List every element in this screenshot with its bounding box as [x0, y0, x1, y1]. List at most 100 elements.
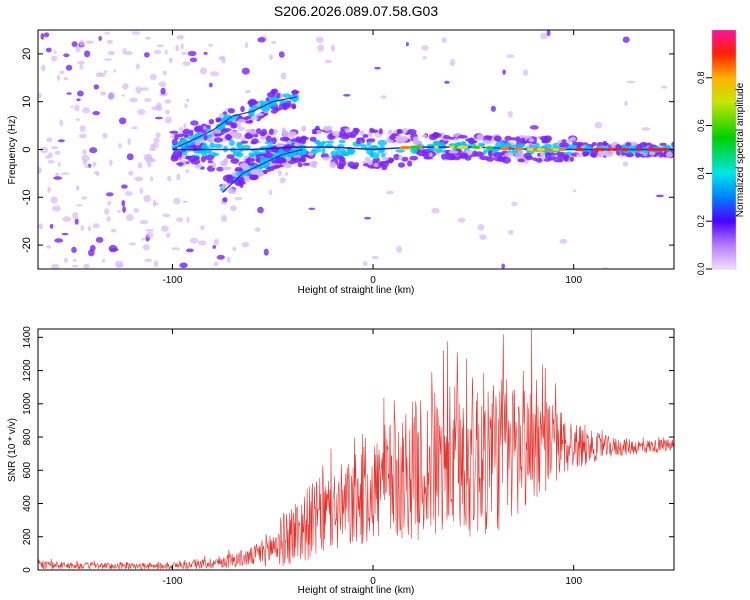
spectrogram-noise-blob — [203, 51, 208, 55]
spectrogram-band-blob — [472, 150, 478, 157]
spectrogram-noise-blob — [216, 166, 225, 172]
snr-background — [38, 329, 674, 570]
spectrogram-noise-blob — [144, 52, 150, 58]
spectrogram-band-blob — [342, 151, 348, 156]
spectrogram-noise-blob — [529, 125, 539, 130]
spectrogram-band-blob — [569, 156, 574, 162]
spectrogram-band-blob — [428, 133, 438, 141]
spectrogram-noise-blob — [285, 172, 289, 176]
spectrogram-band-blob — [615, 144, 621, 149]
spectrogram-noise-blob — [182, 200, 188, 204]
spectrogram-ridge-line — [172, 96, 297, 151]
spectrogram-band-blob — [525, 155, 534, 161]
spectrogram-noise-blob — [166, 232, 171, 238]
spectrogram-noise-blob — [227, 256, 231, 263]
spectrogram-noise-blob — [220, 214, 228, 223]
spectrogram-noise-blob — [65, 64, 73, 71]
spectrogram-noise-blob — [317, 44, 325, 52]
spectrogram-noise-blob — [449, 59, 456, 67]
spectrogram-band-blob — [270, 109, 278, 114]
spectrogram-noise-blob — [168, 57, 173, 61]
spectrogram-noise-blob — [118, 143, 122, 149]
spectrogram-noise-blob — [158, 81, 167, 87]
spectrogram-band-blob — [360, 130, 365, 137]
spectrogram-noise-blob — [121, 94, 126, 97]
spectrogram-band-blob — [349, 134, 356, 139]
spectrogram-noise-blob — [106, 39, 113, 44]
spectrogram-band-blob — [384, 139, 394, 143]
spectrogram-noise-blob — [190, 120, 199, 126]
spectrogram-band-blob — [482, 139, 491, 145]
spectrogram-noise-blob — [98, 36, 102, 41]
spectrogram-band-blob — [426, 143, 436, 149]
spectrogram-noise-blob — [477, 224, 485, 231]
spectrogram-noise-blob — [135, 86, 142, 94]
spectrogram-noise-blob — [45, 47, 52, 53]
spectrogram-band-blob — [169, 130, 179, 134]
spectrogram-band-blob — [469, 140, 478, 144]
spectrogram-noise-blob — [74, 218, 79, 225]
spectrogram-band-blob — [307, 152, 314, 156]
spectrogram-noise-blob — [178, 126, 184, 133]
spectrogram-noise-blob — [50, 55, 58, 62]
spectrogram-noise-blob — [189, 57, 198, 63]
spectrogram-noise-blob — [57, 139, 65, 143]
spectrogram-noise-blob — [124, 191, 133, 196]
spectrogram-band-blob — [460, 152, 469, 158]
spectrogram-noise-blob — [92, 161, 97, 167]
spectrogram-noise-blob — [121, 200, 126, 207]
spectrogram-band-blob — [381, 156, 389, 161]
spectrogram-band-blob — [306, 161, 316, 167]
spectrogram-noise-blob — [85, 40, 94, 44]
spectrogram-band-blob — [422, 152, 429, 158]
spectrogram-noise-blob — [92, 111, 100, 116]
spectrogram-band-blob — [387, 129, 393, 135]
spectrogram-band-blob — [515, 143, 526, 149]
spectrogram-noise-blob — [622, 36, 630, 43]
spectrogram-band-blob — [240, 105, 245, 113]
spectrogram-noise-blob — [142, 244, 150, 251]
spectrogram-noise-blob — [149, 73, 157, 81]
spectrogram-noise-blob — [278, 51, 285, 58]
spectrogram-noise-blob — [59, 119, 64, 127]
spectrogram-band-blob — [220, 160, 228, 167]
snr-ylabel: SNR (10 * v/v) — [7, 418, 18, 482]
spectrogram-band-blob — [659, 142, 667, 147]
spectrogram-noise-blob — [74, 104, 80, 112]
spectrogram-noise-blob — [386, 190, 394, 195]
spectrogram-noise-blob — [184, 103, 188, 108]
spectrogram-noise-blob — [508, 229, 514, 235]
spectrogram-noise-blob — [124, 51, 133, 56]
spectrogram-band-blob — [245, 157, 256, 163]
spectrogram-band-blob — [396, 128, 402, 135]
snr-y-tick-label: 1400 — [22, 326, 33, 349]
spectrogram-band-blob — [273, 164, 281, 169]
spectrogram-noise-blob — [104, 208, 110, 215]
spectrogram-noise-blob — [641, 127, 651, 131]
spectrogram-band-blob — [339, 163, 345, 170]
spectrogram-noise-blob — [594, 121, 603, 129]
spectrogram-noise-blob — [126, 153, 134, 161]
spectrogram-band-blob — [170, 155, 179, 162]
spectrogram-band-blob — [407, 129, 417, 135]
spectrogram-noise-blob — [330, 44, 335, 52]
spectrogram-noise-blob — [121, 184, 128, 189]
spectrogram-noise-blob — [182, 61, 191, 67]
spectrogram-noise-blob — [47, 159, 55, 164]
spectrogram-band-blob — [282, 131, 289, 139]
spectrogram-noise-blob — [421, 45, 429, 51]
spectrogram-band-blob — [241, 164, 251, 171]
spectrogram-band-blob — [237, 118, 246, 123]
spectrogram-band-blob — [311, 147, 322, 153]
spectrogram-noise-blob — [308, 207, 316, 210]
spectrogram-band-blob — [642, 142, 652, 146]
spectrogram-band-blob — [321, 147, 326, 155]
spectrogram-noise-blob — [167, 175, 172, 182]
spectrogram-noise-blob — [165, 109, 170, 115]
spectrogram-hot-spot — [577, 147, 585, 152]
spectrogram-band-blob — [249, 174, 259, 181]
spectrogram-band-blob — [375, 157, 380, 163]
spectrogram-band-blob — [282, 105, 288, 111]
spectrogram-noise-blob — [55, 172, 60, 177]
